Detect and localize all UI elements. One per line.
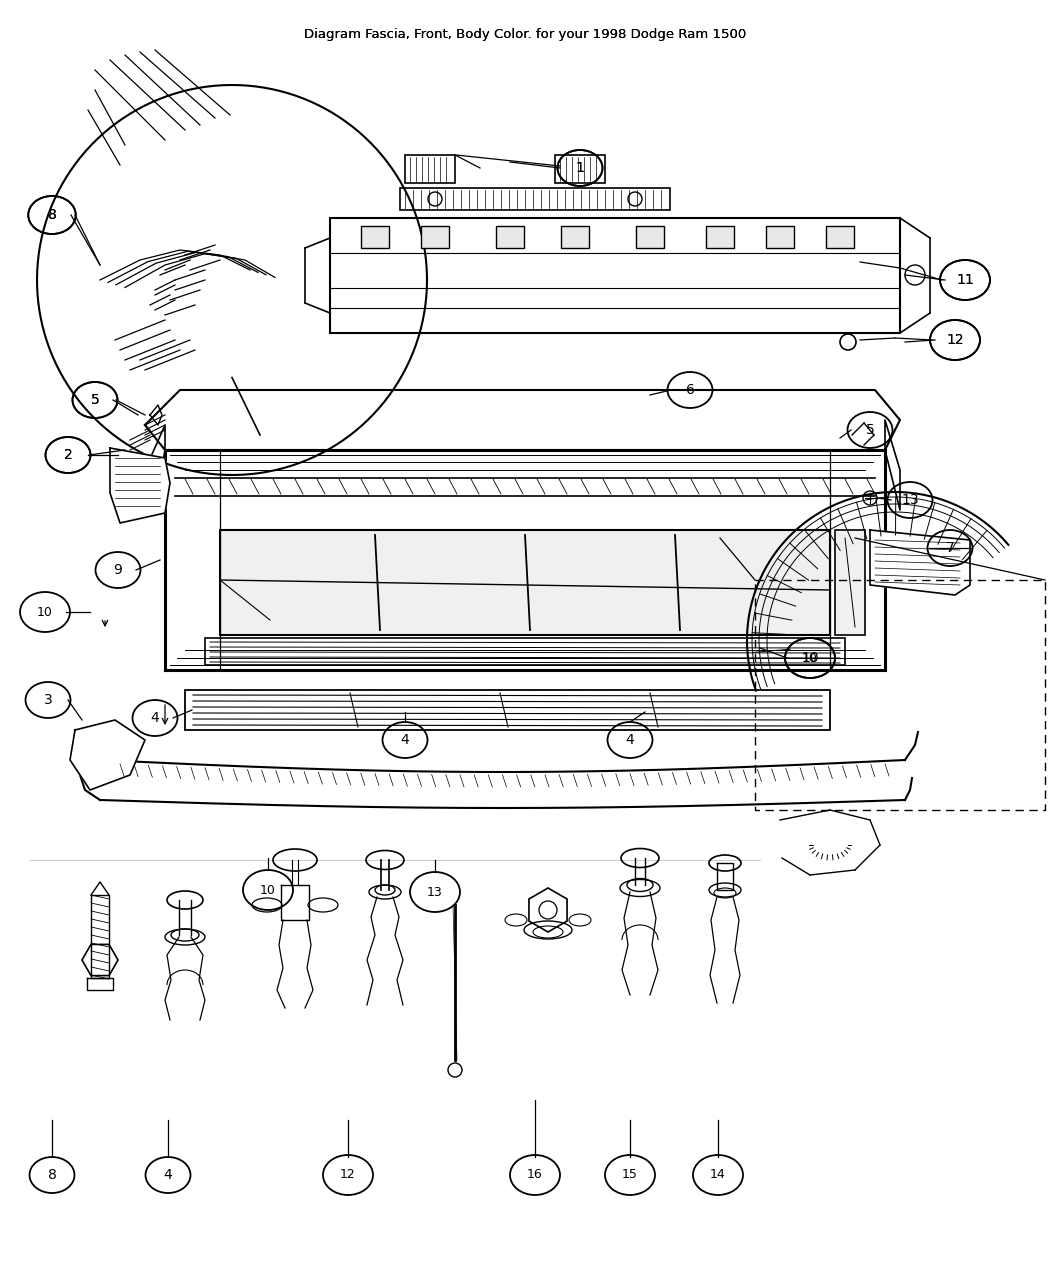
FancyBboxPatch shape [220, 530, 830, 635]
Text: 4: 4 [401, 733, 410, 747]
Text: 9: 9 [113, 564, 123, 578]
Text: 7: 7 [946, 541, 954, 555]
Text: 12: 12 [340, 1168, 356, 1182]
Text: Diagram Fascia, Front, Body Color. for your 1998 Dodge Ram 1500: Diagram Fascia, Front, Body Color. for y… [303, 28, 747, 41]
FancyBboxPatch shape [555, 156, 605, 184]
FancyBboxPatch shape [361, 226, 388, 249]
Text: 13: 13 [901, 493, 919, 507]
FancyBboxPatch shape [766, 226, 794, 249]
FancyBboxPatch shape [185, 690, 830, 731]
Text: 5: 5 [90, 393, 100, 407]
FancyBboxPatch shape [826, 226, 854, 249]
FancyBboxPatch shape [835, 530, 865, 635]
Text: 3: 3 [44, 694, 52, 708]
Polygon shape [110, 448, 170, 523]
FancyBboxPatch shape [706, 226, 734, 249]
Text: 1: 1 [575, 161, 585, 175]
Polygon shape [145, 390, 900, 450]
Text: 11: 11 [957, 273, 974, 287]
Text: 8: 8 [47, 208, 57, 222]
Polygon shape [281, 885, 309, 921]
Text: 8: 8 [47, 208, 57, 222]
Polygon shape [885, 419, 900, 510]
Polygon shape [165, 450, 885, 669]
FancyBboxPatch shape [421, 226, 449, 249]
Polygon shape [870, 530, 970, 595]
FancyBboxPatch shape [400, 187, 670, 210]
Text: 5: 5 [865, 423, 875, 437]
Text: 2: 2 [64, 448, 72, 462]
FancyBboxPatch shape [405, 156, 455, 184]
Polygon shape [145, 425, 165, 510]
Text: 8: 8 [47, 1168, 57, 1182]
Text: 16: 16 [527, 1168, 543, 1182]
Text: 2: 2 [64, 448, 72, 462]
FancyBboxPatch shape [330, 218, 900, 333]
Text: 10: 10 [802, 652, 818, 664]
Polygon shape [70, 720, 145, 790]
Polygon shape [87, 978, 113, 989]
Text: 10: 10 [37, 606, 52, 618]
Text: 15: 15 [622, 1168, 638, 1182]
Text: Diagram Fascia, Front, Body Color. for your 1998 Dodge Ram 1500: Diagram Fascia, Front, Body Color. for y… [303, 28, 747, 41]
Text: 6: 6 [686, 382, 694, 397]
Text: 11: 11 [957, 273, 974, 287]
FancyBboxPatch shape [205, 638, 845, 666]
Text: 1: 1 [575, 161, 585, 175]
FancyBboxPatch shape [636, 226, 664, 249]
Text: 10: 10 [801, 652, 819, 666]
Text: 4: 4 [626, 733, 634, 747]
Text: 4: 4 [164, 1168, 172, 1182]
Text: 14: 14 [710, 1168, 726, 1182]
FancyBboxPatch shape [496, 226, 524, 249]
Text: 10: 10 [260, 884, 276, 896]
Text: 13: 13 [427, 886, 443, 899]
Text: 12: 12 [946, 333, 964, 347]
Polygon shape [717, 863, 733, 890]
FancyBboxPatch shape [561, 226, 589, 249]
Text: 5: 5 [90, 393, 100, 407]
Text: 4: 4 [150, 711, 160, 725]
Text: 12: 12 [946, 333, 964, 347]
